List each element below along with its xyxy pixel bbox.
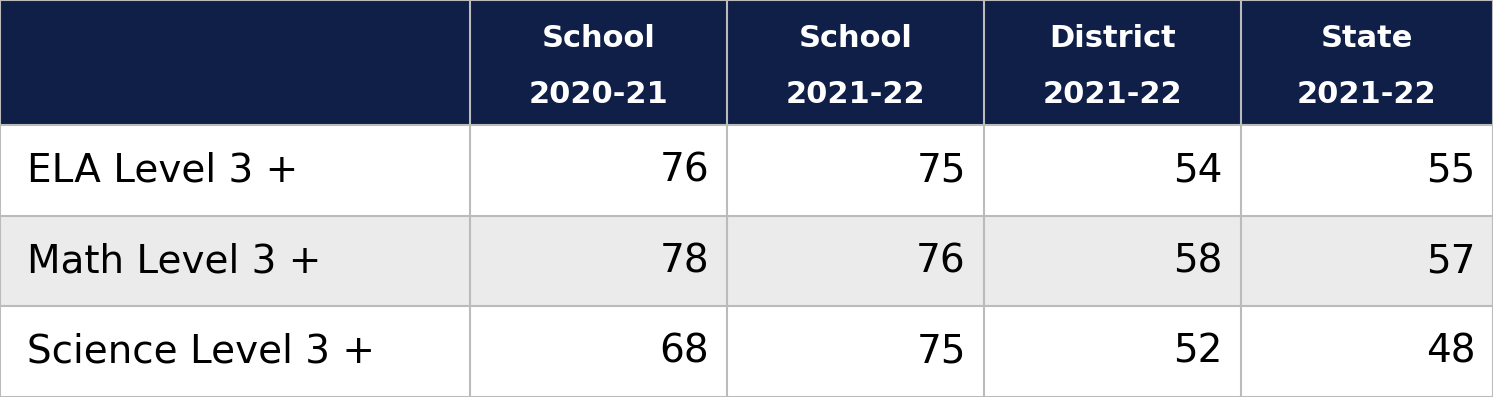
Bar <box>1241 0 1493 125</box>
Text: 2021-22: 2021-22 <box>1297 80 1436 109</box>
Text: ELA Level 3 +: ELA Level 3 + <box>27 151 299 189</box>
Text: 2020-21: 2020-21 <box>529 80 669 109</box>
Bar <box>0 0 470 125</box>
Text: 55: 55 <box>1426 151 1475 189</box>
Text: 57: 57 <box>1426 242 1475 280</box>
Text: Science Level 3 +: Science Level 3 + <box>27 333 375 371</box>
Text: School: School <box>799 24 912 53</box>
Text: 2021-22: 2021-22 <box>785 80 926 109</box>
Text: 58: 58 <box>1173 242 1223 280</box>
Text: Math Level 3 +: Math Level 3 + <box>27 242 321 280</box>
Bar <box>984 0 1241 125</box>
Bar <box>0 125 1493 216</box>
Text: 68: 68 <box>660 333 709 371</box>
Text: State: State <box>1321 24 1412 53</box>
Text: 54: 54 <box>1173 151 1223 189</box>
Bar <box>0 306 1493 397</box>
Text: 76: 76 <box>917 242 966 280</box>
Text: 78: 78 <box>660 242 709 280</box>
Text: 2021-22: 2021-22 <box>1042 80 1182 109</box>
Text: 52: 52 <box>1173 333 1223 371</box>
Text: 75: 75 <box>917 151 966 189</box>
Text: School: School <box>542 24 655 53</box>
Text: 48: 48 <box>1426 333 1475 371</box>
Bar <box>0 216 1493 306</box>
Bar <box>470 0 727 125</box>
Text: 76: 76 <box>660 151 709 189</box>
Text: District: District <box>1050 24 1175 53</box>
Bar <box>727 0 984 125</box>
Text: 75: 75 <box>917 333 966 371</box>
